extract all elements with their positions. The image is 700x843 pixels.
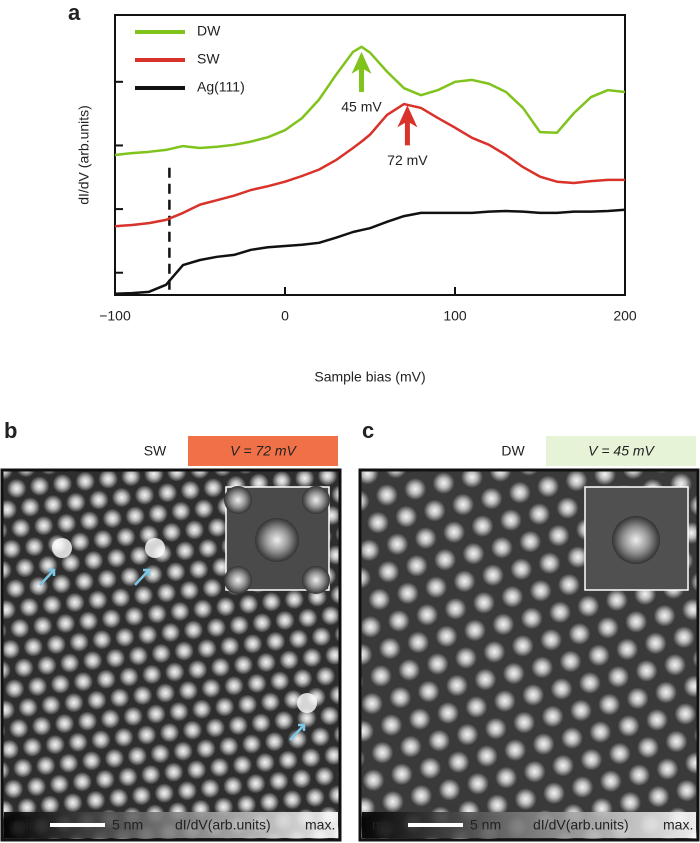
legend-label: DW [197, 23, 221, 39]
x-tick-label: 100 [443, 308, 467, 324]
panel-b-image [0, 436, 342, 842]
scale-bar-label: 5 nm [112, 817, 143, 833]
x-tick-label: 0 [281, 308, 289, 324]
colorbar-label: dI/dV(arb.units) [175, 817, 271, 833]
annotation-label: 72 mV [387, 152, 428, 168]
panel-label: b [4, 418, 17, 443]
panel-label: c [362, 418, 374, 443]
scale-bar-label: 5 nm [470, 817, 501, 833]
series-line [114, 45, 626, 157]
series-line [114, 102, 625, 228]
annotation-arrowhead [351, 51, 372, 74]
plot-frame [114, 14, 626, 296]
y-axis-label: dI/dV (arb.units) [76, 105, 92, 205]
series-line [114, 208, 626, 295]
colorbar-max: max. [663, 817, 693, 833]
panel-name: DW [501, 443, 525, 459]
panel-c-image [358, 436, 700, 842]
colorbar-max: max. [305, 817, 335, 833]
panel-label: a [68, 0, 81, 25]
colorbar-min: min. [14, 817, 40, 833]
legend-label: SW [197, 51, 220, 67]
legend-label: Ag(111) [197, 79, 245, 95]
colorbar-label: dI/dV(arb.units) [533, 817, 629, 833]
bias-label: V = 72 mV [230, 443, 297, 459]
annotation-arrowhead [397, 105, 418, 128]
bias-label: V = 45 mV [588, 443, 655, 459]
colorbar-min: min. [372, 817, 398, 833]
x-tick-label: −100 [99, 308, 131, 324]
annotation-label: 45 mV [341, 99, 382, 115]
x-tick-label: 200 [613, 308, 637, 324]
panel-name: SW [144, 443, 167, 459]
x-axis-label: Sample bias (mV) [314, 369, 425, 385]
